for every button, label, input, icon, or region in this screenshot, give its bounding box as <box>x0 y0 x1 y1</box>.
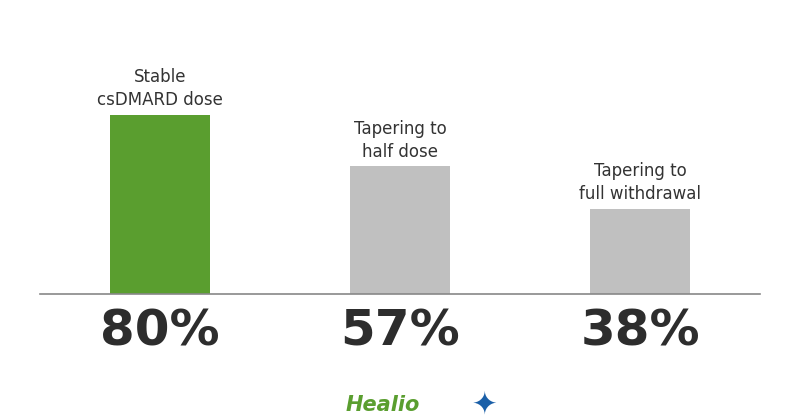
Text: Tapering to
half dose: Tapering to half dose <box>354 120 446 160</box>
Bar <box>110 115 210 294</box>
Text: Percent of patients in RA remission remaining flare-free over 3 years:: Percent of patients in RA remission rema… <box>20 24 800 43</box>
Text: 57%: 57% <box>340 308 460 356</box>
Bar <box>350 166 450 294</box>
Text: Stable
csDMARD dose: Stable csDMARD dose <box>97 68 223 109</box>
Text: 38%: 38% <box>580 308 700 356</box>
Text: ✦: ✦ <box>471 390 497 420</box>
Text: 80%: 80% <box>100 308 220 356</box>
Text: Tapering to
full withdrawal: Tapering to full withdrawal <box>579 162 701 203</box>
Text: Healio: Healio <box>346 395 420 415</box>
Bar <box>590 209 690 294</box>
